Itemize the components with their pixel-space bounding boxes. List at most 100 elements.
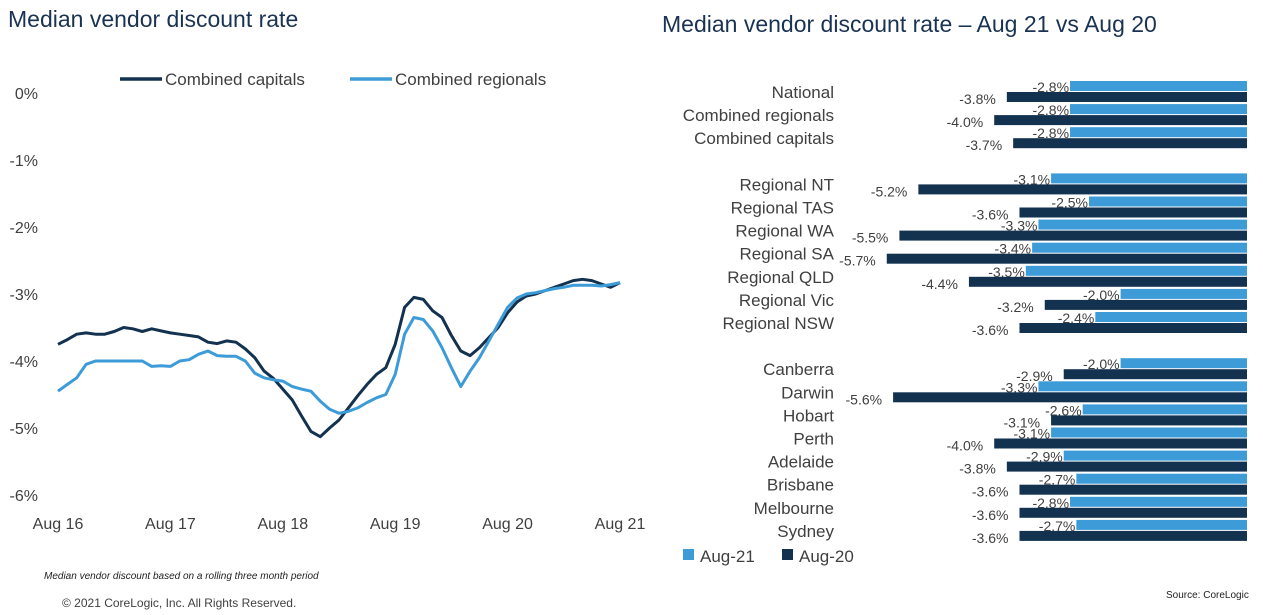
category-label: Regional TAS: [731, 199, 834, 218]
bar-label-aug20: -3.6%: [972, 530, 1009, 546]
bar-aug20: [1019, 323, 1247, 333]
bar-aug21: [1120, 288, 1247, 299]
bar-label-aug20: -3.6%: [972, 322, 1009, 338]
line-chart: 0% -1% -2% -3% -4% -5% -6% Aug 16 Aug 17 Aug 18 Au…: [10, 70, 646, 533]
bar-aug20: [1013, 138, 1247, 149]
category-label: Canberra: [763, 360, 834, 379]
bar-label-aug21: -3.5%: [988, 264, 1025, 280]
bar-label-aug21: -2.5%: [1051, 195, 1088, 211]
bar-label-aug21: -2.7%: [1039, 518, 1076, 534]
legend-label: Aug-20: [799, 547, 854, 566]
x-tick-label: Aug 16: [33, 516, 84, 533]
bar-label-aug20: -2.9%: [1016, 368, 1053, 384]
bar-label-aug20: -4.0%: [947, 114, 984, 130]
bar-aug21: [1089, 196, 1247, 207]
bar-label-aug21: -2.0%: [1083, 356, 1120, 372]
legend-label: Combined regionals: [395, 70, 546, 89]
bar-aug21: [1038, 381, 1247, 392]
bar-chart-title: Median vendor discount rate – Aug 21 vs …: [662, 11, 1157, 37]
category-label: Sydney: [777, 522, 834, 541]
legend-label: Aug-21: [700, 547, 755, 566]
y-tick-label: -3%: [10, 287, 38, 304]
source-note: Source: CoreLogic: [1166, 590, 1249, 601]
bar-aug20: [968, 276, 1247, 287]
bar-aug20: [893, 392, 1247, 403]
bar-label-aug20: -3.1%: [1004, 414, 1041, 430]
y-tick-label: 0%: [15, 86, 38, 103]
x-tick-label: Aug 19: [370, 516, 421, 533]
bar-chart: National -2.8% -3.8% Combined regionals -2.8…: [683, 79, 1247, 566]
bar-aug21: [1095, 312, 1247, 322]
bar-aug21: [1070, 127, 1247, 138]
bar-label-aug21: -3.3%: [1001, 218, 1038, 234]
bar-label-aug20: -3.8%: [959, 461, 996, 477]
category-label: Adelaide: [768, 453, 834, 472]
category-label: Darwin: [781, 383, 834, 402]
bar-aug20: [899, 230, 1247, 241]
bar-label-aug20: -3.2%: [997, 299, 1034, 315]
bar-aug20: [1006, 92, 1247, 102]
footnote: Median vendor discount based on a rollin…: [44, 571, 319, 582]
category-label: Regional SA: [739, 245, 834, 264]
bar-label-aug20: -4.0%: [947, 438, 984, 454]
bar-label-aug20: -3.6%: [972, 207, 1009, 223]
bar-aug21: [1070, 81, 1247, 91]
series-line-0: [57, 277, 621, 439]
y-tick-label: -6%: [10, 488, 38, 505]
bar-aug20: [1051, 415, 1247, 426]
bar-aug20: [1019, 207, 1247, 218]
bar-aug20: [1019, 530, 1247, 541]
bar-label-aug20: -5.5%: [852, 230, 889, 246]
bar-aug20: [1063, 369, 1247, 380]
bar-aug21: [1063, 450, 1247, 461]
category-label: Brisbane: [767, 476, 834, 495]
bar-label-aug20: -3.6%: [972, 507, 1009, 523]
bar-aug21: [1051, 427, 1247, 438]
category-label: Regional QLD: [727, 268, 834, 287]
bar-aug20: [886, 253, 1247, 264]
bar-aug21: [1070, 496, 1247, 507]
category-label: Regional WA: [735, 222, 834, 241]
bar-aug21: [1076, 519, 1247, 530]
legend-swatch-1: [782, 549, 793, 560]
bar-aug20: [994, 115, 1247, 126]
bar-aug20: [1019, 484, 1247, 495]
x-tick-label: Aug 17: [145, 516, 196, 533]
y-tick-label: -2%: [10, 220, 38, 237]
bar-aug20: [1044, 299, 1247, 310]
bar-label-aug21: -3.4%: [995, 241, 1032, 257]
bar-label-aug21: -3.3%: [1001, 379, 1038, 395]
bar-aug21: [1025, 265, 1247, 276]
bar-aug21: [1082, 404, 1247, 415]
y-tick-label: -4%: [10, 354, 38, 371]
bar-label-aug20: -5.6%: [846, 391, 883, 407]
category-label: Regional NT: [740, 175, 835, 194]
bar-aug21: [1051, 173, 1247, 184]
bar-aug21: [1032, 242, 1247, 253]
x-tick-label: Aug 21: [595, 516, 646, 533]
series-line-1: [57, 281, 621, 415]
copyright: © 2021 CoreLogic, Inc. All Rights Reserv…: [62, 596, 297, 610]
bar-label-aug20: -4.4%: [921, 276, 958, 292]
y-tick-label: -5%: [10, 421, 38, 438]
bar-aug21: [1120, 358, 1247, 369]
bar-label-aug21: -2.8%: [1032, 102, 1069, 118]
bar-label-aug20: -3.6%: [972, 484, 1009, 500]
bar-label-aug20: -5.2%: [871, 183, 908, 199]
bar-label-aug20: -3.8%: [959, 91, 996, 107]
bar-aug20: [918, 184, 1247, 195]
bar-label-aug21: -2.9%: [1026, 449, 1063, 465]
legend-swatch-0: [683, 549, 694, 560]
bar-label-aug21: -2.0%: [1083, 287, 1120, 303]
category-label: Melbourne: [754, 499, 834, 518]
bar-label-aug21: -3.1%: [1014, 426, 1051, 442]
x-tick-label: Aug 20: [482, 516, 533, 533]
bar-label-aug21: -2.8%: [1032, 79, 1069, 95]
bar-label-aug21: -3.1%: [1014, 171, 1051, 187]
category-label: Combined capitals: [694, 129, 834, 148]
category-label: Combined regionals: [683, 106, 834, 125]
bar-aug21: [1070, 104, 1247, 115]
bar-label-aug20: -3.7%: [966, 137, 1003, 153]
bar-label-aug21: -2.4%: [1058, 310, 1095, 326]
